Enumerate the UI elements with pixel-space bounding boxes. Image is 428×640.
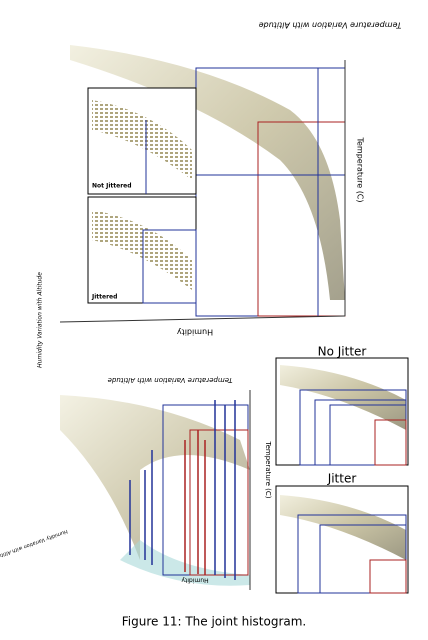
panel-title: Temperature Variation with Altitude <box>108 376 233 384</box>
inset-label: No Jitter <box>318 345 367 359</box>
density-band <box>60 395 250 560</box>
bars <box>184 430 206 575</box>
bottom-panel: Temperature Variation with Altitude Temp… <box>0 345 409 594</box>
axis-label: Temperature (C) <box>356 136 365 202</box>
density-band <box>70 45 345 300</box>
inset <box>275 357 409 466</box>
inset-label: Not Jittered <box>92 183 132 190</box>
bin-box <box>189 429 249 576</box>
density <box>92 100 192 180</box>
caption: Figure 11: The joint histogram. <box>122 615 307 629</box>
bars <box>129 400 236 580</box>
inset-label: Jitter <box>327 472 357 486</box>
inset: Not Jittered <box>87 87 197 195</box>
axis <box>59 315 346 323</box>
axis-label: Humidity Variation with Altitude <box>0 528 68 561</box>
top-panel: Temperature Variation with Altitude Temp… <box>37 21 402 368</box>
bin-box <box>374 419 407 466</box>
inset <box>275 485 409 594</box>
axis-label: Humidity Variation with Altitude <box>37 272 44 368</box>
axis-label: Temperature (C) <box>264 441 272 499</box>
density <box>92 210 192 290</box>
bin-box <box>369 559 407 594</box>
inset: Jittered <box>87 196 197 304</box>
panel-title: Temperature Variation with Altitude <box>259 21 402 30</box>
density <box>280 365 406 430</box>
bin-box <box>142 229 197 304</box>
bin-lines <box>297 514 407 594</box>
inset-label: Jittered <box>91 294 117 301</box>
density <box>280 495 406 560</box>
axis-label: Humidity <box>181 577 209 584</box>
axis-label: Humidity <box>177 328 214 337</box>
